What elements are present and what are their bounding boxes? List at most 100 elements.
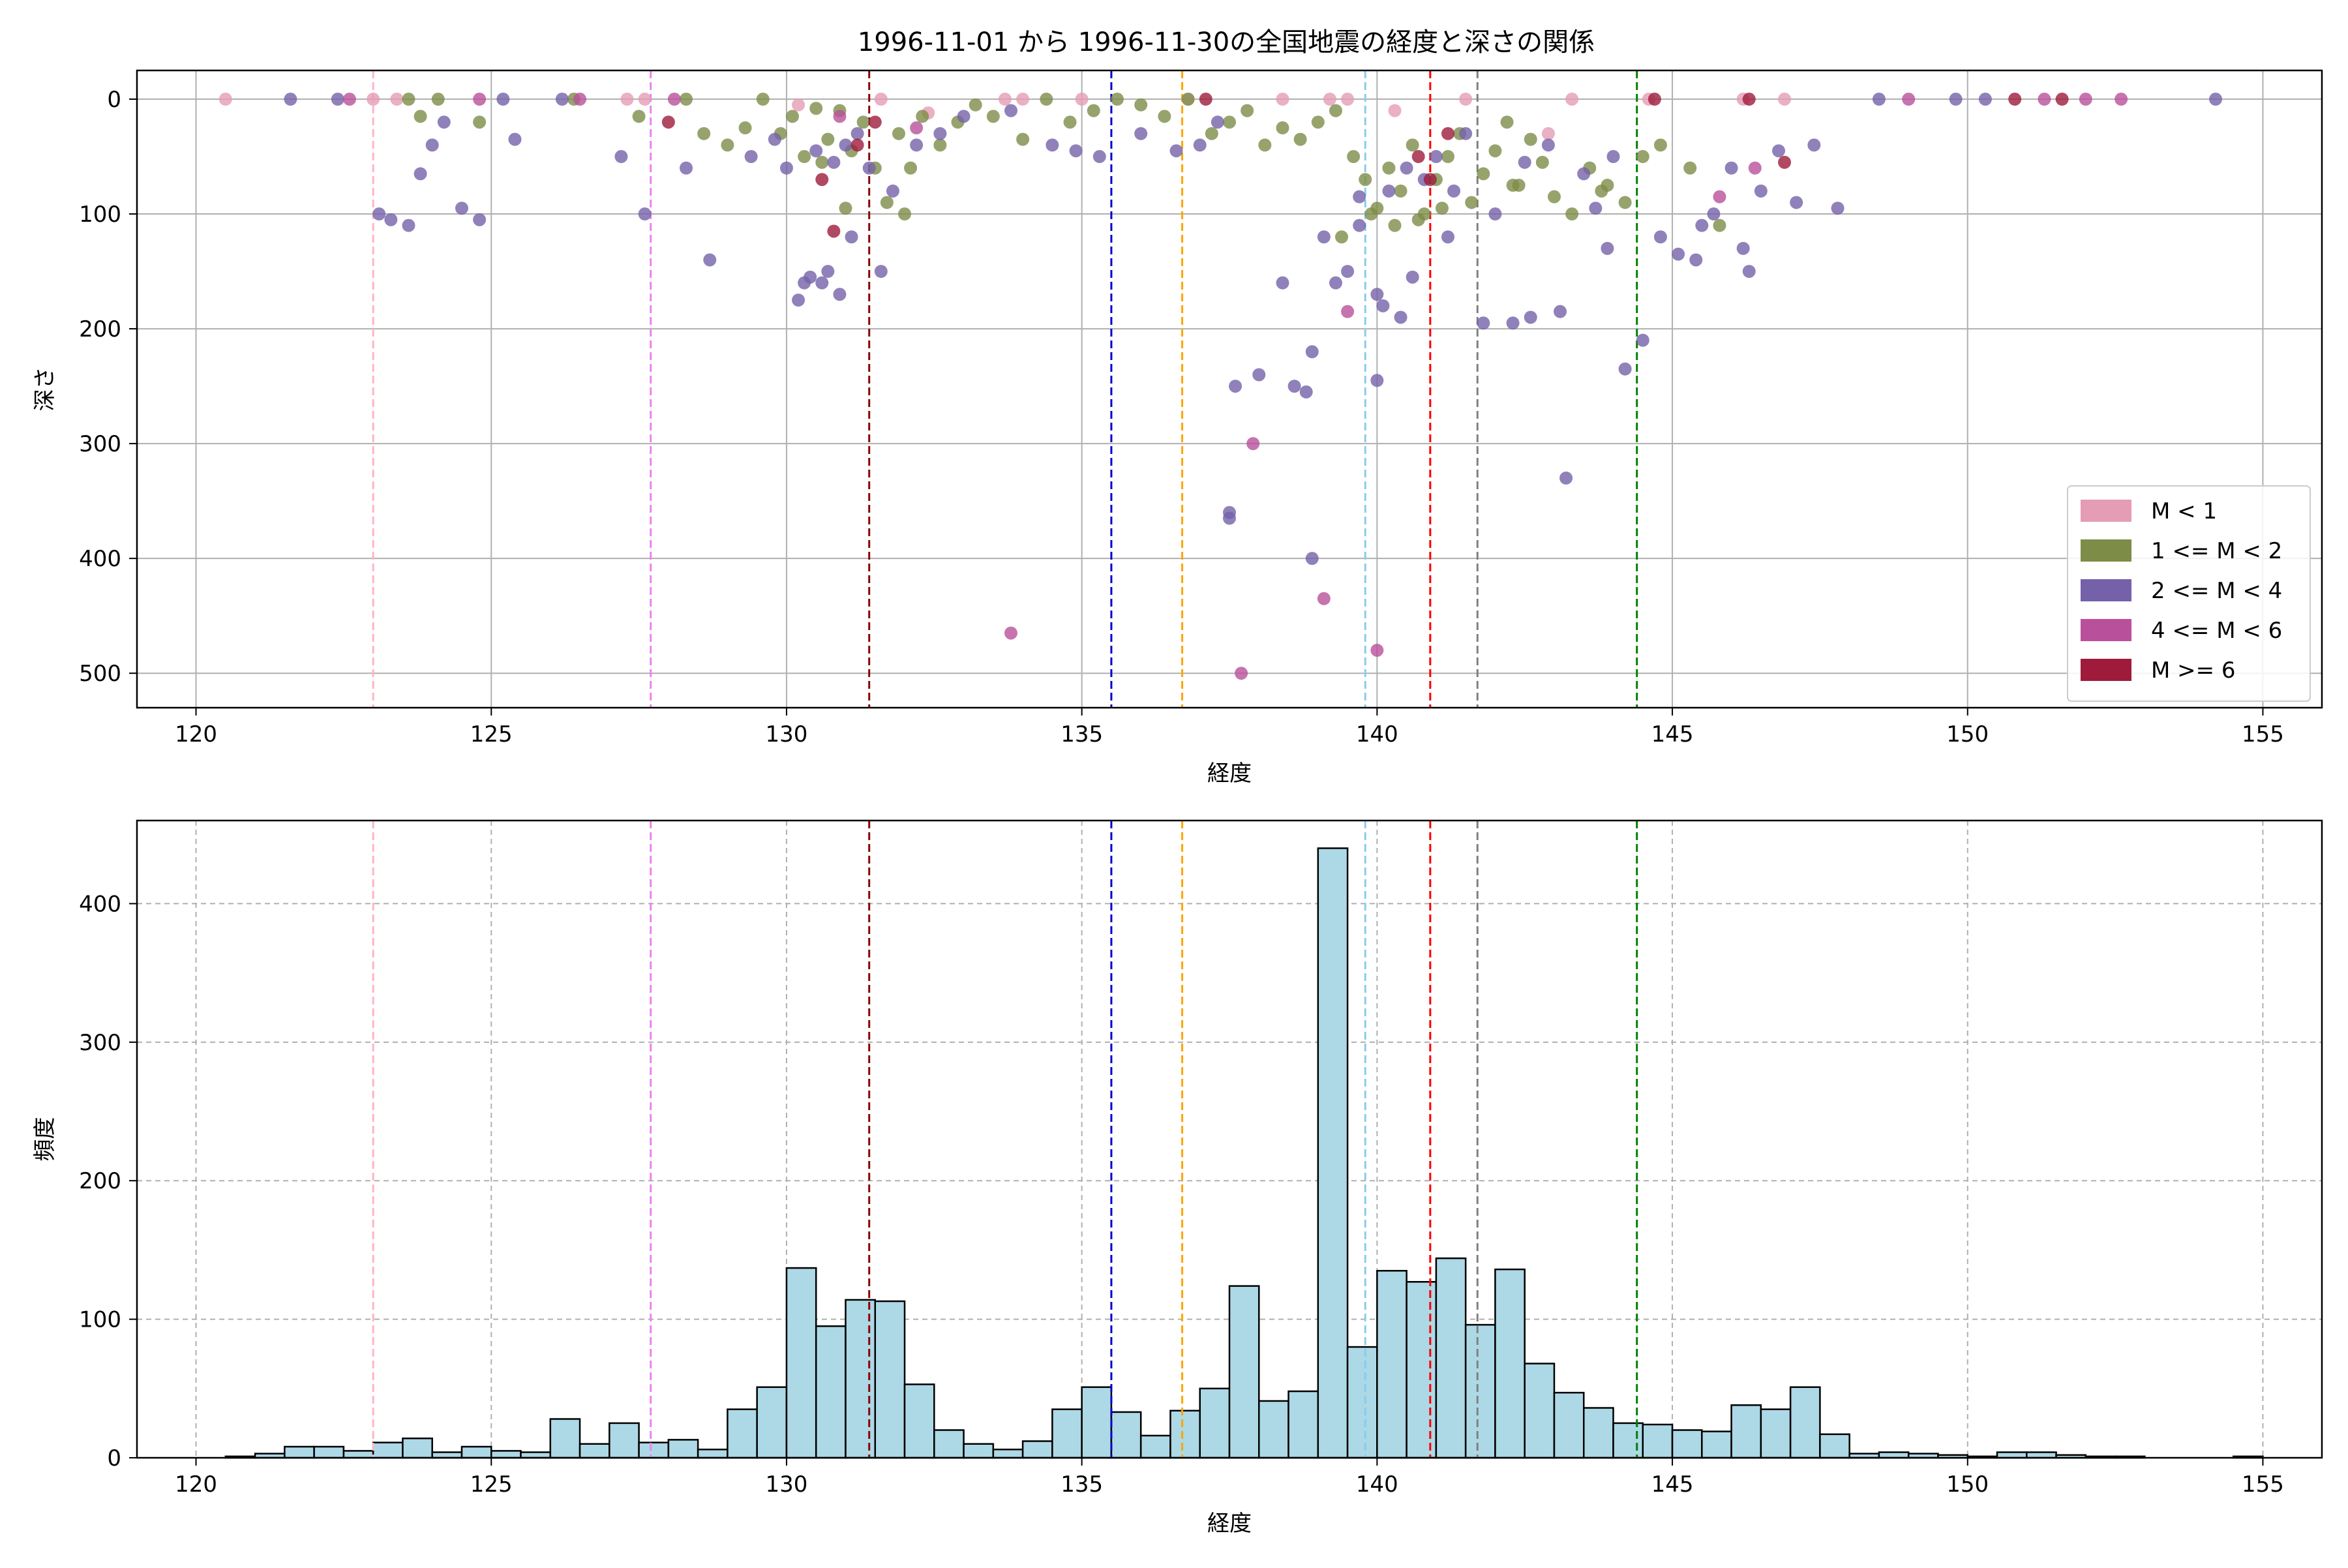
data-point bbox=[284, 93, 297, 106]
data-point bbox=[402, 219, 415, 232]
data-point bbox=[1376, 299, 1390, 312]
data-point bbox=[986, 110, 1000, 123]
data-point bbox=[1004, 104, 1017, 117]
data-point bbox=[508, 132, 522, 146]
data-point bbox=[1595, 184, 1608, 198]
histogram-bar bbox=[1642, 1423, 1674, 1459]
data-point bbox=[839, 138, 852, 152]
data-point bbox=[880, 196, 894, 209]
series-group bbox=[661, 93, 2069, 238]
data-point bbox=[414, 110, 427, 123]
legend-swatch bbox=[2081, 500, 2131, 522]
data-point bbox=[1016, 93, 1030, 106]
data-point bbox=[1565, 207, 1579, 221]
data-point bbox=[342, 93, 356, 106]
data-point bbox=[1606, 150, 1620, 164]
data-point bbox=[1778, 155, 1792, 169]
data-point bbox=[1364, 207, 1378, 221]
data-point bbox=[1683, 161, 1697, 175]
plot-frame bbox=[136, 819, 2323, 1459]
x-tick-label: 125 bbox=[470, 1471, 513, 1498]
x-axis-label: 経度 bbox=[1207, 1511, 1252, 1537]
legend: M < 1 1 <= M < 2 2 <= M < 4 4 <= M < 6 M >= … bbox=[2067, 485, 2311, 702]
plot-frame bbox=[136, 69, 2323, 709]
data-point bbox=[804, 270, 817, 284]
data-point bbox=[1707, 207, 1721, 221]
legend-swatch bbox=[2081, 539, 2131, 562]
data-point bbox=[1653, 138, 1667, 152]
data-point bbox=[1772, 144, 1786, 158]
data-point bbox=[910, 138, 924, 152]
data-point bbox=[1329, 104, 1342, 117]
y-tick-label: 400 bbox=[79, 546, 121, 572]
data-point bbox=[1406, 270, 1419, 284]
data-point bbox=[614, 150, 628, 164]
data-point bbox=[904, 161, 918, 175]
histogram-bar bbox=[490, 1450, 522, 1459]
data-point bbox=[1317, 592, 1331, 605]
data-point bbox=[1276, 93, 1289, 106]
bar-group bbox=[224, 847, 2264, 1459]
data-point bbox=[1110, 93, 1124, 106]
histogram-bar bbox=[815, 1325, 847, 1459]
data-point bbox=[473, 93, 487, 106]
legend-label: 2 <= M < 4 bbox=[2151, 578, 2282, 604]
data-point bbox=[1589, 202, 1603, 215]
data-point bbox=[1241, 104, 1254, 117]
data-point bbox=[331, 93, 344, 106]
data-point bbox=[874, 265, 888, 279]
data-point bbox=[1742, 93, 1756, 106]
data-point bbox=[1601, 241, 1614, 255]
data-point bbox=[1134, 98, 1148, 112]
data-point bbox=[1807, 138, 1821, 152]
x-tick-label: 135 bbox=[1061, 721, 1103, 747]
data-point bbox=[1235, 667, 1248, 680]
x-tick-label: 145 bbox=[1651, 721, 1694, 747]
data-point bbox=[1341, 305, 1355, 318]
data-point bbox=[850, 138, 864, 152]
data-point bbox=[827, 155, 841, 169]
data-point bbox=[874, 93, 888, 106]
histogram-bar bbox=[1760, 1408, 1792, 1459]
data-point bbox=[437, 115, 451, 129]
data-point bbox=[2038, 93, 2051, 106]
data-point bbox=[1258, 138, 1272, 152]
data-point bbox=[1441, 230, 1454, 244]
data-point bbox=[1382, 184, 1396, 198]
data-point bbox=[638, 93, 652, 106]
histogram-bar bbox=[460, 1445, 492, 1459]
data-point bbox=[1341, 265, 1355, 279]
data-point bbox=[815, 276, 829, 290]
data-point bbox=[779, 161, 793, 175]
histogram-bar bbox=[1435, 1257, 1467, 1459]
data-point bbox=[697, 127, 711, 140]
data-point bbox=[1394, 310, 1407, 324]
data-point bbox=[1713, 219, 1726, 232]
y-axis-label: 深さ bbox=[32, 367, 58, 412]
data-point bbox=[827, 224, 841, 238]
data-point bbox=[1046, 138, 1059, 152]
histogram-bar bbox=[1051, 1408, 1083, 1459]
data-point bbox=[661, 115, 675, 129]
series-group bbox=[342, 93, 2128, 680]
data-point bbox=[1406, 138, 1419, 152]
data-point bbox=[815, 155, 829, 169]
data-point bbox=[1547, 190, 1561, 204]
histogram-bar bbox=[992, 1449, 1024, 1459]
data-point bbox=[1778, 93, 1792, 106]
data-point bbox=[786, 110, 799, 123]
data-point bbox=[1736, 241, 1750, 255]
histogram-bar bbox=[667, 1439, 699, 1459]
histogram-bar bbox=[1346, 1346, 1378, 1459]
data-point bbox=[1193, 138, 1207, 152]
y-tick-label: 200 bbox=[79, 1168, 121, 1194]
data-point bbox=[1016, 132, 1030, 146]
data-point bbox=[1287, 380, 1301, 393]
data-point bbox=[1223, 115, 1236, 129]
data-point bbox=[425, 138, 439, 152]
histogram-bar bbox=[372, 1441, 404, 1459]
data-point bbox=[1394, 184, 1407, 198]
data-point bbox=[1477, 167, 1490, 181]
data-point bbox=[1506, 316, 1520, 330]
x-axis-label: 経度 bbox=[1207, 761, 1252, 787]
